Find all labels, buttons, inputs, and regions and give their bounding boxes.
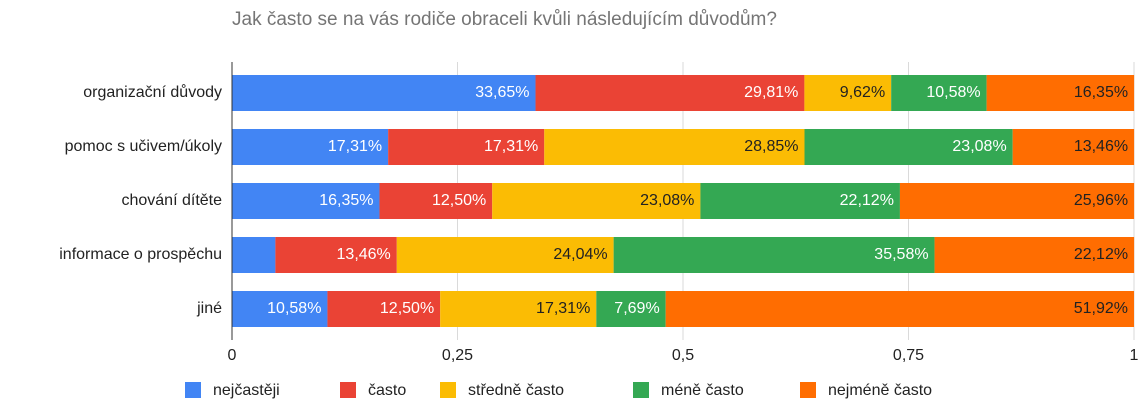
bar-segment xyxy=(544,129,805,165)
legend-swatch xyxy=(185,382,201,398)
data-label: 33,65% xyxy=(475,84,529,101)
data-label: 22,12% xyxy=(1074,246,1128,263)
bar-segment xyxy=(535,75,805,111)
bar-segment xyxy=(327,291,441,327)
bar-segment xyxy=(613,237,935,273)
data-label: 9,62% xyxy=(840,84,885,101)
data-label: 29,81% xyxy=(744,84,798,101)
bar-segment xyxy=(700,183,900,219)
data-label: 17,31% xyxy=(536,300,590,317)
legend-label: často xyxy=(368,382,406,399)
bar-segment xyxy=(388,129,545,165)
legend-label: nejméně často xyxy=(828,382,932,399)
data-label: 13,46% xyxy=(1074,138,1128,155)
bar-segment xyxy=(232,237,276,273)
x-tick-label: 0,25 xyxy=(442,347,473,364)
data-label: 17,31% xyxy=(484,138,538,155)
x-tick-label: 1 xyxy=(1130,347,1139,364)
x-tick-label: 0 xyxy=(228,347,237,364)
data-label: 12,50% xyxy=(380,300,434,317)
data-label: 17,31% xyxy=(328,138,382,155)
y-tick-label: informace o prospěchu xyxy=(59,246,222,263)
y-tick-label: chování dítěte xyxy=(121,192,222,209)
chart-title: Jak často se na vás rodiče obraceli kvůl… xyxy=(232,9,777,30)
legend-swatch xyxy=(340,382,356,398)
bar-segment xyxy=(232,129,389,165)
bar-segment xyxy=(396,237,614,273)
bar-segment xyxy=(804,129,1013,165)
y-tick-label: jiné xyxy=(196,300,222,317)
data-label: 10,58% xyxy=(267,300,321,317)
data-label: 16,35% xyxy=(319,192,373,209)
x-tick-label: 0,75 xyxy=(893,347,924,364)
legend-label: méně často xyxy=(661,382,744,399)
data-label: 35,58% xyxy=(874,246,928,263)
data-label: 23,08% xyxy=(640,192,694,209)
bar-segment xyxy=(440,291,597,327)
data-label: 28,85% xyxy=(744,138,798,155)
data-label: 51,92% xyxy=(1074,300,1128,317)
bar-segment xyxy=(232,291,328,327)
y-tick-label: organizační důvody xyxy=(83,83,222,101)
bar-segment xyxy=(804,75,892,111)
bar-segment xyxy=(899,183,1135,219)
legend-swatch xyxy=(800,382,816,398)
bar-segment xyxy=(492,183,701,219)
bar-segment xyxy=(379,183,493,219)
data-label: 23,08% xyxy=(952,138,1006,155)
bar-segment xyxy=(232,75,536,111)
data-label: 16,35% xyxy=(1074,84,1128,101)
bar-segment xyxy=(986,75,1135,111)
bar-segment xyxy=(232,183,380,219)
y-tick-label: pomoc s učivem/úkoly xyxy=(65,138,222,155)
bar-segment xyxy=(665,291,1134,327)
data-label: 24,04% xyxy=(553,246,607,263)
data-label: 13,46% xyxy=(337,246,391,263)
legend-swatch xyxy=(633,382,649,398)
x-tick-label: 0,5 xyxy=(672,347,694,364)
data-label: 12,50% xyxy=(432,192,486,209)
data-label: 22,12% xyxy=(840,192,894,209)
bar-segment xyxy=(275,237,397,273)
legend-label: nejčastěji xyxy=(213,382,280,399)
data-label: 7,69% xyxy=(614,300,659,317)
bar-segment xyxy=(891,75,987,111)
data-label: 10,58% xyxy=(926,84,980,101)
legend-swatch xyxy=(440,382,456,398)
legend-label: středně často xyxy=(468,382,564,399)
data-label: 25,96% xyxy=(1074,192,1128,209)
bar-segment xyxy=(934,237,1135,273)
bar-segment xyxy=(596,291,666,327)
bar-segment xyxy=(1012,129,1135,165)
